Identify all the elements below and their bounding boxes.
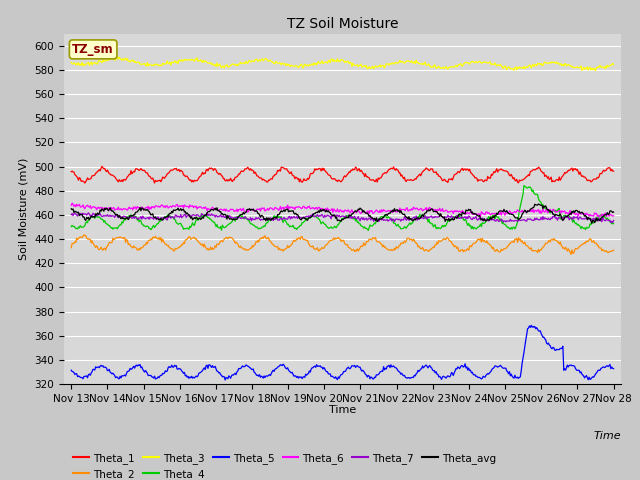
Theta_2 <box>67 245 75 251</box>
Text: TZ_sm: TZ_sm <box>72 43 114 56</box>
Theta_5 <box>388 364 396 370</box>
Theta_1 <box>209 166 216 172</box>
Theta_avg <box>387 208 395 214</box>
Line: Theta_5: Theta_5 <box>71 325 614 380</box>
Theta_4 <box>67 224 75 229</box>
Theta_4 <box>477 221 484 227</box>
Theta_6 <box>602 214 610 220</box>
Theta_3 <box>67 60 75 65</box>
Theta_5 <box>610 366 618 372</box>
Theta_3 <box>591 68 599 73</box>
Y-axis label: Soil Moisture (mV): Soil Moisture (mV) <box>19 157 29 260</box>
Theta_1 <box>389 166 397 172</box>
Theta_avg <box>163 213 171 219</box>
Theta_5 <box>431 368 438 373</box>
Theta_2 <box>164 242 172 248</box>
Theta_7 <box>164 214 172 219</box>
Line: Theta_1: Theta_1 <box>71 166 614 183</box>
Theta_4 <box>610 221 618 227</box>
Theta_2 <box>477 236 484 241</box>
Theta_7 <box>67 212 75 217</box>
Theta_1 <box>98 163 106 169</box>
Theta_6 <box>477 214 484 219</box>
Theta_7 <box>431 215 438 220</box>
Line: Theta_2: Theta_2 <box>71 235 614 254</box>
Line: Theta_3: Theta_3 <box>71 57 614 71</box>
Theta_3 <box>431 62 438 68</box>
Theta_4 <box>163 214 171 219</box>
Theta_5 <box>527 323 535 328</box>
Theta_1 <box>477 177 485 182</box>
Theta_7 <box>314 212 321 217</box>
Theta_7 <box>388 218 396 224</box>
Theta_avg <box>588 220 596 226</box>
Theta_1 <box>81 180 89 186</box>
Theta_4 <box>431 223 438 228</box>
Line: Theta_6: Theta_6 <box>71 203 614 217</box>
Theta_6 <box>431 207 438 213</box>
Theta_3 <box>610 62 618 68</box>
Theta_6 <box>388 208 396 214</box>
Theta_2 <box>610 247 618 253</box>
Theta_5 <box>477 375 484 381</box>
Theta_4 <box>207 216 214 222</box>
Theta_3 <box>388 60 396 66</box>
Theta_5 <box>314 363 321 369</box>
Theta_5 <box>207 363 214 369</box>
Theta_6 <box>208 205 216 211</box>
Line: Theta_4: Theta_4 <box>71 186 614 230</box>
Theta_4 <box>364 228 372 233</box>
Theta_3 <box>208 61 216 67</box>
Theta_avg <box>476 213 483 218</box>
Theta_1 <box>67 169 75 175</box>
Theta_7 <box>477 217 484 223</box>
Theta_6 <box>68 200 76 206</box>
Theta_4 <box>313 215 321 220</box>
Line: Theta_7: Theta_7 <box>71 213 614 223</box>
Theta_3 <box>110 54 118 60</box>
Theta_5 <box>221 377 229 383</box>
Theta_2 <box>431 244 438 250</box>
Text: Time: Time <box>593 432 621 441</box>
Theta_avg <box>207 207 214 213</box>
Theta_6 <box>67 203 75 208</box>
Legend: Theta_1, Theta_2, Theta_3, Theta_4, Theta_5, Theta_6, Theta_7, Theta_avg: Theta_1, Theta_2, Theta_3, Theta_4, Thet… <box>69 449 500 480</box>
Theta_avg <box>610 209 618 215</box>
Theta_2 <box>314 245 321 251</box>
Theta_6 <box>164 205 172 211</box>
Theta_7 <box>208 211 216 216</box>
Theta_1 <box>431 169 439 175</box>
Theta_1 <box>315 166 323 172</box>
Theta_4 <box>388 217 396 223</box>
Theta_1 <box>165 170 173 176</box>
Theta_4 <box>520 183 528 189</box>
Theta_5 <box>67 367 75 373</box>
Theta_avg <box>429 209 437 215</box>
Theta_avg <box>534 201 542 207</box>
Theta_2 <box>388 248 396 253</box>
Theta_3 <box>164 60 172 66</box>
Theta_1 <box>610 168 618 174</box>
Theta_6 <box>610 213 618 219</box>
Line: Theta_avg: Theta_avg <box>71 204 614 223</box>
Theta_avg <box>313 209 321 215</box>
Theta_3 <box>477 60 484 65</box>
X-axis label: Time: Time <box>329 405 356 415</box>
Theta_7 <box>610 217 618 223</box>
Theta_avg <box>67 206 75 212</box>
Theta_6 <box>314 206 321 212</box>
Theta_2 <box>567 252 575 257</box>
Theta_7 <box>609 220 616 226</box>
Title: TZ Soil Moisture: TZ Soil Moisture <box>287 17 398 31</box>
Theta_2 <box>80 232 88 238</box>
Theta_2 <box>208 247 216 252</box>
Theta_7 <box>84 210 92 216</box>
Theta_3 <box>314 60 321 65</box>
Theta_5 <box>163 368 171 374</box>
